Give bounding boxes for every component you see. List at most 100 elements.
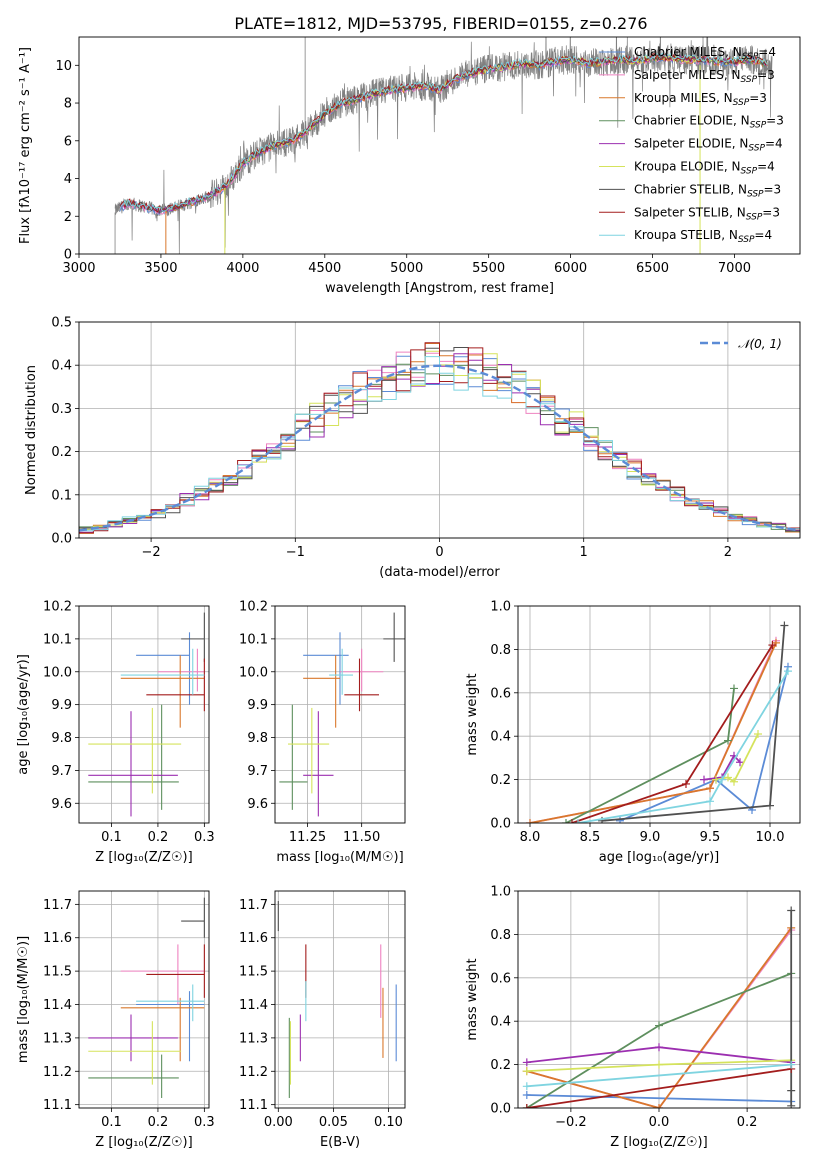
- weight-line: [577, 670, 789, 823]
- x-tick-label: 7000: [718, 261, 751, 276]
- weight-marker: [522, 1067, 531, 1076]
- grid-lines: [275, 891, 405, 1108]
- x-tick-label: 2: [724, 545, 732, 560]
- plot-area: [88, 897, 205, 1098]
- weight-marker: [562, 819, 570, 823]
- normal-reference-curve: [79, 364, 800, 532]
- y-tick-label: 11.4: [239, 998, 268, 1013]
- x-tick-label: 0.2: [737, 1115, 758, 1130]
- x-tick-label: 11.50: [343, 830, 380, 845]
- plot-area: [526, 621, 792, 823]
- axes-frame: [78, 605, 210, 824]
- y-axis-label: mass [log₁₀(M/M☉)]: [16, 936, 31, 1063]
- y-axis-label: Flux [fλ10⁻¹⁷ erg cm⁻² s⁻¹ A⁻¹]: [18, 47, 33, 244]
- mass-vs-metallicity-panel: 0.1 0.2 0.3 11.1 11.2 11.3 11.4 11.5 11.6 11.7 Z […: [16, 890, 215, 1150]
- y-tick-label: 11.1: [239, 1098, 268, 1113]
- weight-marker: [706, 797, 714, 806]
- axes-frame: [517, 605, 801, 824]
- y-tick-label: 0.0: [490, 1102, 511, 1117]
- y-tick-label: 11.5: [43, 965, 72, 980]
- x-tick-label: 0.2: [148, 1115, 169, 1130]
- y-tick-label: 0.4: [490, 730, 511, 745]
- y-tick-label: 0.0: [51, 532, 72, 547]
- weight-line: [619, 666, 789, 822]
- legend-label: Salpeter MILES, NSSP=3: [634, 68, 775, 85]
- x-axis-label: wavelength [Angstrom, rest frame]: [325, 281, 554, 296]
- weight-marker: [768, 641, 777, 650]
- x-tick-label: 1: [580, 545, 588, 560]
- y-tick-label: 9.8: [247, 731, 268, 746]
- x-tick-label: 0.2: [148, 830, 169, 845]
- weight-marker: [787, 1086, 796, 1095]
- axes-frame: [78, 36, 801, 255]
- axes-frame: [78, 890, 210, 1109]
- x-tick-label: 8.5: [580, 830, 601, 845]
- y-axis-label: age [log₁₀(age/yr)]: [16, 654, 31, 775]
- y-tick-label: 9.6: [51, 797, 72, 812]
- x-tick-label: −2: [142, 545, 161, 560]
- y-tick-label: 9.7: [247, 764, 268, 779]
- weight-marker: [784, 667, 792, 676]
- weight-marker: [655, 1060, 663, 1069]
- x-tick-label: 9.5: [700, 830, 721, 845]
- weight-marker: [724, 736, 732, 745]
- y-tick-label: 11.3: [43, 1031, 72, 1046]
- weight-marker: [780, 621, 789, 630]
- legend-label: Chabrier MILES, NSSP=4: [634, 45, 776, 62]
- weight-marker: [766, 801, 774, 810]
- x-tick-label: 10.0: [756, 830, 785, 845]
- y-tick-label: 11.7: [239, 898, 268, 913]
- x-tick-label: 8.0: [520, 830, 541, 845]
- plot-area: [114, 37, 773, 254]
- legend-label: Chabrier STELIB, NSSP=3: [634, 182, 781, 199]
- weight-marker: [568, 819, 576, 823]
- spectrum-panel: 3000 3500 4000 4500 5000 5500 6000 6500 7000 0 2 4 6…: [18, 36, 801, 296]
- weight-marker: [655, 1021, 663, 1030]
- y-tick-label: 0.3: [51, 402, 72, 417]
- axes-frame: [78, 321, 801, 539]
- figure-title: PLATE=1812, MJD=53795, FIBERID=0155, z=0…: [234, 14, 647, 33]
- x-tick-label: 6000: [554, 261, 587, 276]
- x-axis-label: Z [log₁₀(Z/Z☉)]: [610, 1135, 707, 1150]
- y-axis-label: mass weight: [465, 673, 480, 755]
- x-tick-label: 5000: [390, 261, 423, 276]
- model-line-8: [119, 52, 768, 212]
- y-tick-label: 2: [64, 210, 72, 225]
- plot-area: [522, 906, 796, 1108]
- y-tick-label: 9.9: [247, 698, 268, 713]
- y-tick-label: 0: [64, 248, 72, 263]
- x-tick-label: 0.3: [194, 830, 215, 845]
- weight-marker: [736, 758, 744, 767]
- legend-label: Kroupa MILES, NSSP=3: [634, 91, 767, 108]
- weight-marker: [754, 730, 762, 739]
- x-tick-label: 0.0: [649, 1115, 670, 1130]
- y-tick-label: 0.8: [490, 643, 511, 658]
- weight-line: [526, 1063, 792, 1088]
- y-tick-label: 11.4: [43, 998, 72, 1013]
- y-tick-label: 4: [64, 172, 72, 187]
- y-tick-label: 10.0: [239, 665, 268, 680]
- y-tick-label: 11.2: [239, 1065, 268, 1080]
- y-tick-label: 11.1: [43, 1098, 72, 1113]
- y-tick-label: 10.2: [239, 600, 268, 615]
- weight-marker: [522, 1058, 531, 1067]
- age-vs-metallicity-panel: 0.1 0.2 0.3 9.6 9.7 9.8 9.9 10.0 10.1 10.2 Z [log₁…: [16, 600, 215, 866]
- y-tick-label: 0.2: [490, 773, 511, 788]
- x-tick-label: −1: [286, 545, 305, 560]
- legend-label: Kroupa STELIB, NSSP=4: [634, 228, 772, 245]
- y-tick-label: 0.2: [490, 1058, 511, 1073]
- x-tick-label: 3500: [144, 261, 177, 276]
- y-tick-label: 11.5: [239, 965, 268, 980]
- weight-marker: [730, 777, 738, 786]
- y-tick-label: 0.5: [51, 316, 72, 331]
- legend-label: Salpeter STELIB, NSSP=3: [634, 205, 780, 222]
- weight-marker: [730, 684, 738, 693]
- weight-marker: [706, 784, 714, 793]
- x-tick-label: 4000: [226, 261, 259, 276]
- weight-marker: [700, 775, 708, 784]
- weight-marker: [574, 819, 582, 823]
- y-tick-label: 0.6: [490, 686, 511, 701]
- x-tick-label: 0.05: [319, 1115, 348, 1130]
- legend-label: Salpeter ELODIE, NSSP=4: [634, 137, 783, 154]
- plot-area: [79, 342, 800, 534]
